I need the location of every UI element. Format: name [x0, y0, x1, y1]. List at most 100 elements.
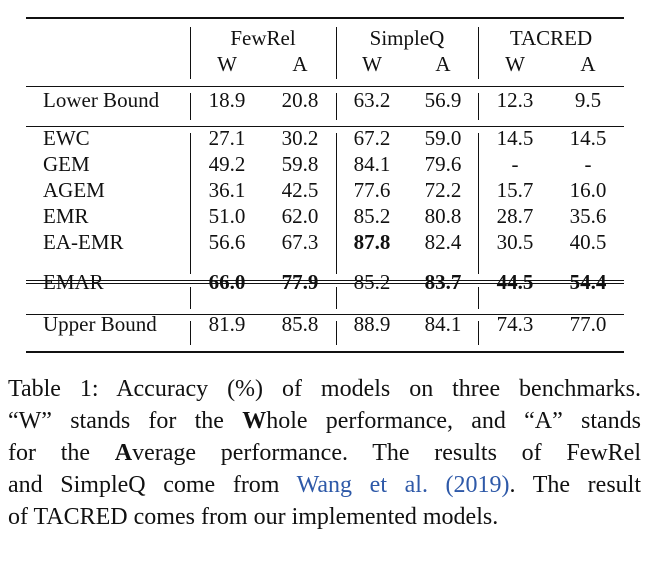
results-grid: FewRel SimpleQ TACRED W A W A W A Lower …: [26, 17, 624, 343]
citation-link[interactable]: Wang et al. (2019): [296, 472, 510, 498]
table-cell: 44.5: [496, 270, 534, 294]
column-divider: [478, 133, 479, 274]
header-rule: [26, 86, 624, 87]
table-cell: 84.1: [353, 152, 391, 176]
table-cell: 88.9: [353, 312, 391, 336]
table-cell: 16.0: [569, 178, 607, 202]
row-label: EMAR: [43, 270, 104, 294]
table-cell: 84.1: [424, 312, 462, 336]
table-cell: 77.0: [569, 312, 607, 336]
column-divider: [190, 93, 191, 120]
table-cell: -: [584, 152, 592, 176]
table-cell: 20.8: [281, 88, 319, 112]
caption-line: of TACRED comes from our implemented mod…: [8, 504, 499, 530]
table-cell: 79.6: [424, 152, 462, 176]
lower-bound-rule: [26, 126, 624, 127]
table-cell: 56.6: [208, 230, 246, 254]
column-divider: [190, 133, 191, 274]
table-row: EMR 51.0 62.0 85.2 80.8 28.7 35.6: [26, 203, 624, 229]
table-cell: 12.3: [496, 88, 534, 112]
table-cell: 54.4: [569, 270, 607, 294]
column-divider: [336, 321, 337, 345]
table-cell: 14.5: [569, 126, 607, 150]
row-label: AGEM: [43, 178, 105, 202]
table-row: EMAR 66.0 77.9 85.2 83.7 44.5 54.4: [26, 269, 624, 295]
table-cell: 30.5: [496, 230, 534, 254]
column-divider: [190, 27, 191, 79]
table-cell: 9.5: [574, 88, 602, 112]
results-table: FewRel SimpleQ TACRED W A W A W A Lower …: [26, 17, 624, 354]
table-row: Lower Bound 18.9 20.8 63.2 56.9 12.3 9.5: [26, 87, 624, 113]
caption-line: Table 1: Accuracy (%) of models on three…: [8, 376, 641, 402]
column-divider: [478, 93, 479, 120]
table-cell: 72.2: [424, 178, 462, 202]
table-cell: 67.2: [353, 126, 391, 150]
table-cell: 81.9: [208, 312, 246, 336]
baselines-rule-double: [26, 283, 624, 284]
column-divider: [336, 27, 337, 79]
table-cell: 85.2: [353, 204, 391, 228]
column-divider: [478, 321, 479, 345]
caption-line: and SimpleQ come from Wang et al. (2019)…: [8, 472, 641, 498]
emar-rule: [26, 314, 624, 315]
table-row: EA-EMR 56.6 67.3 87.8 82.4 30.5 40.5: [26, 229, 624, 255]
table-cell: 74.3: [496, 312, 534, 336]
table-cell: 15.7: [496, 178, 534, 202]
caption-line: for the Average performance. The results…: [8, 440, 641, 466]
table-row: EWC 27.1 30.2 67.2 59.0 14.5 14.5: [26, 125, 624, 151]
row-label: EA-EMR: [43, 230, 124, 254]
table-cell: 27.1: [208, 126, 246, 150]
table-cell: 59.0: [424, 126, 462, 150]
subheader-simpleq-a: A: [435, 52, 451, 76]
table-cell: 30.2: [281, 126, 319, 150]
table-cell: 36.1: [208, 178, 246, 202]
table-caption: Table 1: Accuracy (%) of models on three…: [8, 373, 641, 533]
table-cell: 56.9: [424, 88, 462, 112]
table-cell: 85.2: [353, 270, 391, 294]
table-cell: 28.7: [496, 204, 534, 228]
table-cell: 83.7: [424, 270, 462, 294]
subheader-simpleq-w: W: [362, 52, 382, 76]
row-label: EMR: [43, 204, 89, 228]
row-label: Upper Bound: [43, 312, 157, 336]
table-cell: 14.5: [496, 126, 534, 150]
table-cell: 63.2: [353, 88, 391, 112]
column-divider: [336, 93, 337, 120]
table-cell: 87.8: [353, 230, 391, 254]
table-cell: -: [511, 152, 519, 176]
subheader-tacred-w: W: [505, 52, 525, 76]
column-divider: [478, 27, 479, 79]
baselines-rule: [26, 280, 624, 281]
table-cell: 80.8: [424, 204, 462, 228]
table-cell: 42.5: [281, 178, 319, 202]
bottom-rule: [26, 351, 624, 353]
table-cell: 85.8: [281, 312, 319, 336]
table-cell: 35.6: [569, 204, 607, 228]
column-divider: [478, 287, 479, 309]
column-divider: [336, 287, 337, 309]
group-header-tacred: TACRED: [509, 26, 593, 50]
table-cell: 51.0: [208, 204, 246, 228]
column-divider: [336, 133, 337, 274]
table-cell: 67.3: [281, 230, 319, 254]
table-cell: 66.0: [208, 270, 246, 294]
table-cell: 40.5: [569, 230, 607, 254]
table-cell: 18.9: [208, 88, 246, 112]
row-label: GEM: [43, 152, 90, 176]
table-row: GEM 49.2 59.8 84.1 79.6 - -: [26, 151, 624, 177]
table-cell: 82.4: [424, 230, 462, 254]
row-label: EWC: [43, 126, 90, 150]
header-corner: [26, 25, 190, 51]
table-cell: 77.9: [281, 270, 319, 294]
row-label: Lower Bound: [43, 88, 160, 112]
subheader-tacred-a: A: [580, 52, 596, 76]
column-divider: [190, 321, 191, 345]
subheader-fewrel-a: A: [292, 52, 308, 76]
table-cell: 59.8: [281, 152, 319, 176]
top-rule: [26, 17, 624, 19]
table-cell: 49.2: [208, 152, 246, 176]
table-cell: 77.6: [353, 178, 391, 202]
group-header-simpleq: SimpleQ: [369, 26, 445, 50]
table-row: Upper Bound 81.9 85.8 88.9 84.1 74.3 77.0: [26, 311, 624, 337]
table-cell: 62.0: [281, 204, 319, 228]
